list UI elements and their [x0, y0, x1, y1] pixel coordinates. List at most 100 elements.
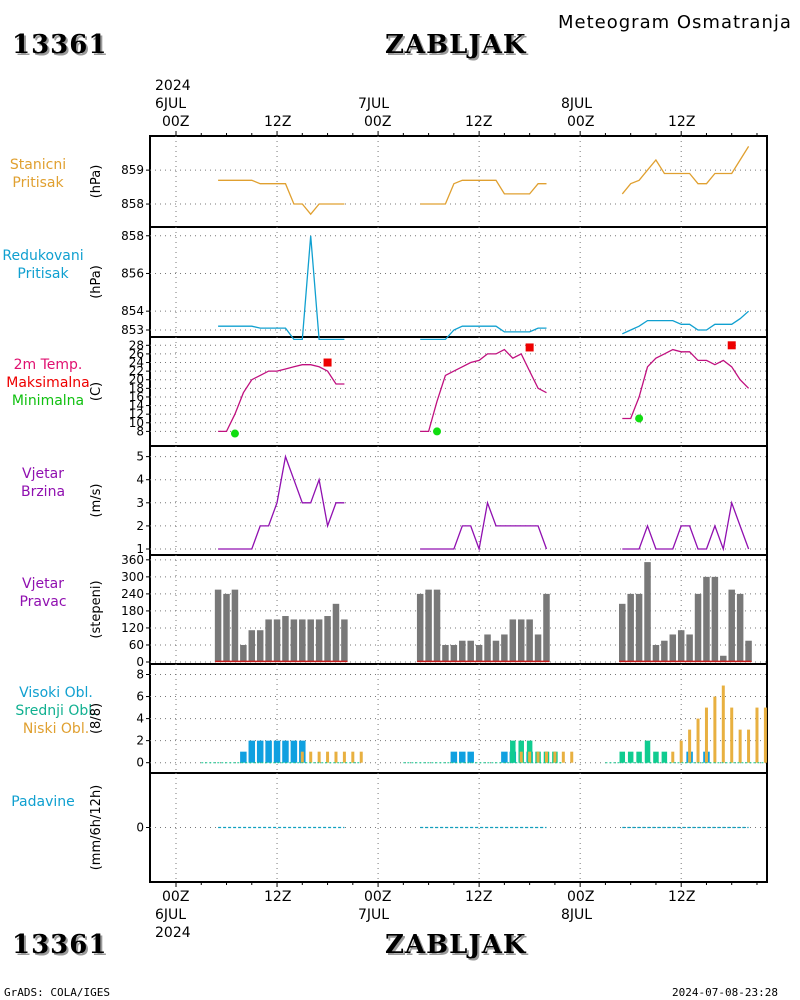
label-clouds-line2: Srednji Obl.: [15, 703, 97, 719]
wind-dir-bar-14: [324, 616, 331, 662]
bottom-hour-label-5: 00Z: [567, 889, 595, 905]
label-wind-speed: Vjetar Brzina: [0, 465, 86, 501]
panel-frame-3: [149, 336, 768, 447]
label-temp-line1: 2m Temp.: [13, 357, 83, 373]
cloud-bar-3-3: [317, 751, 321, 763]
ytick-label-3-7: 20: [129, 373, 144, 387]
unit-label-1: (hPa): [89, 165, 104, 199]
station-id-bottom: 13361: [12, 930, 108, 960]
wind-dir-bar-22: [459, 640, 466, 662]
label-wind-dir-line1: Vjetar: [22, 576, 64, 592]
cloud-bar-1-12: [501, 751, 508, 763]
wind-dir-bar-10: [290, 619, 298, 662]
wind-dir-bar-11: [299, 619, 306, 662]
bottom-hour-label-6: 12Z: [668, 889, 696, 905]
ytick-label-4-1: 1: [136, 542, 144, 556]
cloud-bar-3-24: [738, 729, 742, 763]
wind-dir-bar-28: [509, 619, 517, 662]
label-clouds-line1: Visoki Obl.: [19, 685, 93, 701]
wind-dir-bar-4: [240, 644, 247, 662]
cloud-bar-1-11: [467, 751, 474, 763]
ytick-label-2-2: 854: [121, 304, 144, 318]
label-wind-speed-line2: Brzina: [20, 484, 66, 500]
cloud-bar-1-1: [240, 751, 247, 763]
cloud-bar-1-4: [265, 740, 272, 763]
chart-subtitle: Meteogram Osmatranja: [558, 12, 792, 33]
bottom-year-label: 2024: [155, 925, 191, 941]
cloud-bar-2-10: [644, 740, 651, 763]
cloud-bar-2-3: [526, 740, 533, 763]
ytick-label-2-3: 856: [121, 266, 144, 280]
series-line-2-1: [218, 235, 345, 341]
unit-label-7: (mm/6h/12h): [89, 785, 104, 871]
panel-frame-4: [149, 445, 768, 556]
cloud-bar-1-8: [299, 740, 306, 763]
wind-dir-bar-47: [736, 593, 744, 662]
wind-dir-bar-44: [711, 576, 719, 662]
series-line-3-1: [218, 364, 345, 433]
ytick-label-3-2: 10: [129, 416, 144, 430]
wind-dir-bar-48: [745, 640, 752, 662]
wind-dir-bar-35: [635, 593, 643, 662]
tmax-point-1: [323, 358, 332, 367]
ytick-label-4-3: 3: [136, 496, 144, 510]
series-line-4-1: [218, 454, 345, 550]
top-hour-label-2: 12Z: [264, 114, 292, 130]
ytick-label-3-6: 18: [129, 381, 144, 395]
ytick-label-3-5: 16: [129, 390, 144, 404]
wind-dir-bar-34: [627, 593, 634, 662]
ytick-label-4-2: 2: [136, 519, 144, 533]
wind-dir-bar-5: [248, 630, 256, 662]
wind-dir-bar-31: [534, 634, 542, 662]
ytick-label-5-2: 60: [129, 638, 144, 652]
label-temp-line2: Maksimalna: [6, 375, 90, 391]
footer-timestamp: 2024-07-08-23:28: [672, 986, 778, 999]
cloud-bar-3-15: [570, 751, 574, 763]
ytick-label-5-1: 0: [136, 655, 144, 669]
footer-credit: GrADS: COLA/IGES: [4, 986, 110, 999]
top-hour-label-3: 00Z: [364, 114, 392, 130]
ytick-label-6-5: 8: [136, 668, 144, 682]
cloud-bar-3-1: [300, 751, 304, 763]
cloud-bar-2-11: [653, 751, 659, 763]
label-pressure-line1: Stanicni: [9, 157, 67, 173]
cloud-bar-1-7: [290, 740, 298, 763]
cloud-bar-3-22: [721, 685, 725, 763]
wind-dir-bar-24: [475, 644, 483, 662]
cloud-bar-2-2: [518, 740, 524, 763]
cloud-bar-2-12: [661, 751, 668, 763]
series-line-2-3: [622, 310, 750, 335]
panel-frame-2: [149, 226, 768, 338]
ytick-label-6-1: 0: [136, 756, 144, 770]
wind-dir-bar-27: [501, 634, 508, 662]
series-line-1-2: [420, 179, 547, 205]
wind-dir-bar-26: [492, 640, 500, 662]
wind-dir-bar-36: [644, 562, 651, 662]
series-line-2-2: [420, 325, 547, 341]
cloud-bar-3-14: [561, 751, 565, 763]
wind-dir-bar-13: [315, 619, 323, 662]
ytick-label-1-2: 859: [121, 163, 144, 177]
cloud-bar-3-5: [334, 751, 338, 763]
station-id-top: 13361: [12, 30, 108, 60]
unit-label-3: (C): [89, 382, 104, 401]
tmax-point-3: [727, 341, 736, 350]
cloud-bar-3-12: [544, 751, 548, 763]
cloud-bar-3-26: [755, 707, 759, 763]
ytick-label-3-8: 22: [129, 364, 144, 378]
wind-dir-bar-21: [450, 644, 458, 662]
label-wind-dir: Vjetar Pravac: [0, 575, 86, 611]
cloud-bar-3-9: [519, 751, 523, 763]
ytick-label-4-5: 5: [136, 450, 144, 464]
ytick-label-5-6: 300: [121, 570, 144, 584]
series-line-1-3: [621, 146, 750, 195]
label-reduced-line1: Redukovani: [2, 248, 84, 264]
wind-dir-bar-12: [307, 619, 314, 662]
wind-dir-bar-8: [273, 619, 281, 662]
ytick-label-3-4: 14: [129, 399, 144, 413]
cloud-bar-3-27: [763, 707, 767, 763]
cloud-bar-3-13: [553, 751, 557, 763]
unit-label-5: (stepeni): [89, 580, 104, 638]
top-hour-label-5: 00Z: [567, 114, 595, 130]
cloud-bar-1-3: [256, 740, 264, 763]
